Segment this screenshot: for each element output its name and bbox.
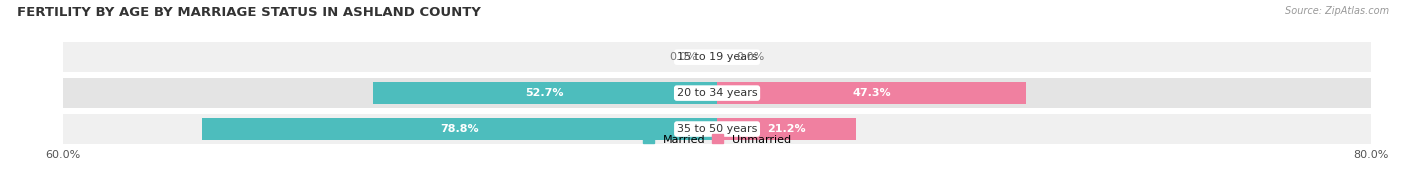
Text: 20 to 34 years: 20 to 34 years <box>676 88 758 98</box>
Bar <box>373 82 717 104</box>
Bar <box>202 118 717 140</box>
Text: Source: ZipAtlas.com: Source: ZipAtlas.com <box>1285 6 1389 16</box>
Text: 0.0%: 0.0% <box>669 52 697 62</box>
Bar <box>63 114 1371 144</box>
Text: 21.2%: 21.2% <box>768 124 806 134</box>
Text: 78.8%: 78.8% <box>440 124 479 134</box>
Bar <box>63 78 1371 108</box>
Text: 47.3%: 47.3% <box>852 88 891 98</box>
Legend: Married, Unmarried: Married, Unmarried <box>641 132 793 147</box>
Bar <box>717 118 856 140</box>
Bar <box>717 82 1026 104</box>
Text: FERTILITY BY AGE BY MARRIAGE STATUS IN ASHLAND COUNTY: FERTILITY BY AGE BY MARRIAGE STATUS IN A… <box>17 6 481 19</box>
Text: 52.7%: 52.7% <box>526 88 564 98</box>
Text: 15 to 19 years: 15 to 19 years <box>676 52 758 62</box>
Text: 35 to 50 years: 35 to 50 years <box>676 124 758 134</box>
Text: 0.0%: 0.0% <box>737 52 765 62</box>
Bar <box>63 42 1371 73</box>
